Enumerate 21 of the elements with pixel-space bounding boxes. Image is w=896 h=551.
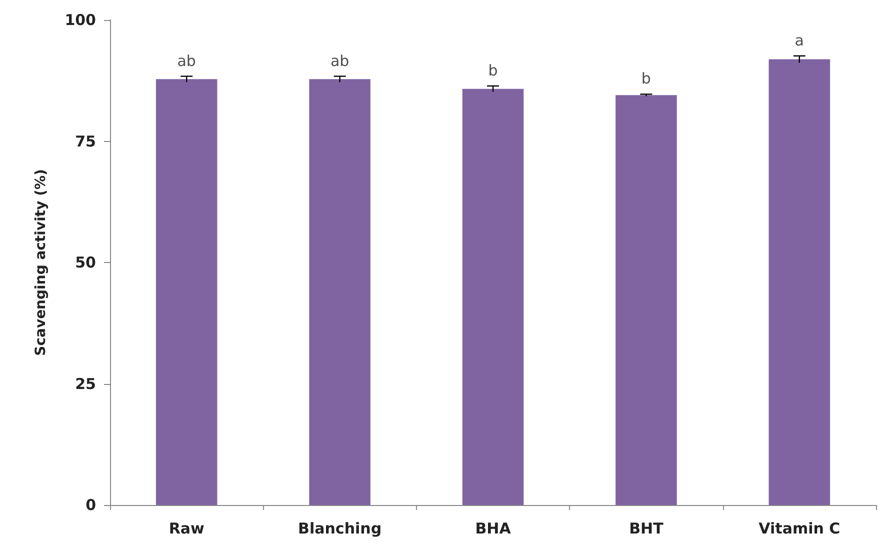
y-tick-label: 25 bbox=[75, 374, 96, 393]
y-axis-title: Scavenging activity (%) bbox=[33, 169, 49, 356]
bar bbox=[309, 79, 370, 505]
y-tick-label: 50 bbox=[75, 254, 96, 272]
annotation: a bbox=[794, 31, 804, 50]
annotation: b bbox=[641, 70, 651, 88]
x-tick-label: Raw bbox=[168, 520, 205, 538]
annotation: ab bbox=[177, 52, 196, 70]
x-tick-label: BHT bbox=[629, 520, 664, 538]
x-tick-label: Blanching bbox=[298, 520, 382, 538]
y-tick-label: 75 bbox=[75, 132, 96, 150]
bar bbox=[768, 59, 830, 505]
annotation: ab bbox=[330, 52, 350, 70]
annotation: b bbox=[488, 61, 498, 80]
bar bbox=[156, 79, 218, 505]
x-tick-label: BHA bbox=[475, 520, 512, 538]
y-tick-label: 0 bbox=[86, 496, 96, 514]
y-tick-label: 100 bbox=[64, 11, 96, 29]
x-tick-label: Vitamin C bbox=[758, 520, 840, 538]
bar bbox=[616, 95, 677, 505]
bar bbox=[462, 88, 524, 505]
